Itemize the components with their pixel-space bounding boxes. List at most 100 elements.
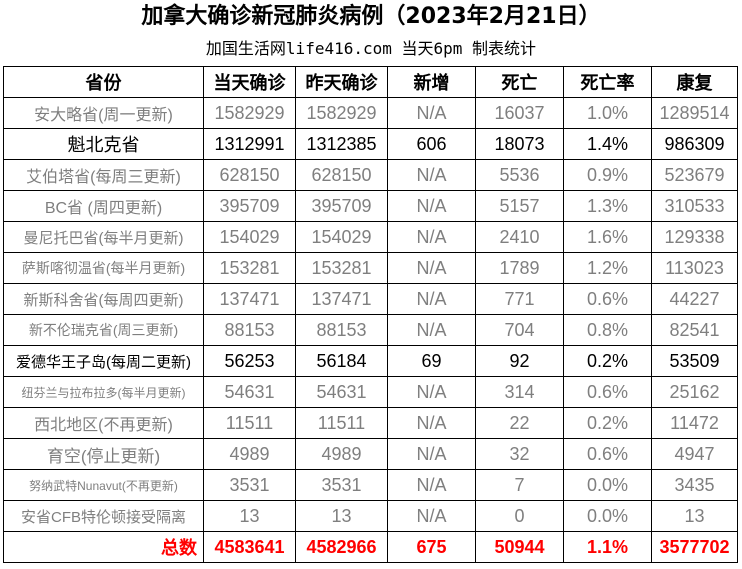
deaths-cell: 5536: [475, 159, 564, 191]
yesterday-cell: 3531: [295, 469, 388, 501]
total-label: 总数: [3, 531, 204, 563]
province-cell: 新斯科舍省(每周四更新): [3, 283, 204, 315]
new-cell: N/A: [387, 376, 476, 408]
today-cell: 1582929: [203, 97, 296, 129]
column-header-death-rate: 死亡率: [563, 66, 652, 98]
total-deaths-cell: 50944: [475, 531, 564, 563]
deaths-cell: 704: [475, 314, 564, 346]
province-cell: 新不伦瑞克省(周三更新): [3, 314, 204, 346]
recovered-cell: 82541: [651, 314, 738, 346]
new-cell: N/A: [387, 469, 476, 501]
recovered-cell: 53509: [651, 345, 738, 377]
table-row: 安省CFB特伦顿接受隔离 13 13 N/A 0 0.0% 13: [3, 500, 738, 532]
recovered-cell: 44227: [651, 283, 738, 315]
today-cell: 4989: [203, 438, 296, 470]
recovered-cell: 11472: [651, 407, 738, 439]
deaths-cell: 16037: [475, 97, 564, 129]
table-row: 新斯科舍省(每周四更新) 137471 137471 N/A 771 0.6% …: [3, 283, 738, 315]
deaths-cell: 7: [475, 469, 564, 501]
table-header-row: 省份 当天确诊 昨天确诊 新增 死亡 死亡率 康复: [3, 66, 738, 98]
rate-cell: 1.2%: [563, 252, 652, 284]
table-row: 安大略省(周一更新) 1582929 1582929 N/A 16037 1.0…: [3, 97, 738, 129]
new-cell: N/A: [387, 190, 476, 222]
column-header-recovered: 康复: [651, 66, 738, 98]
recovered-cell: 129338: [651, 221, 738, 253]
yesterday-cell: 56184: [295, 345, 388, 377]
today-cell: 137471: [203, 283, 296, 315]
yesterday-cell: 137471: [295, 283, 388, 315]
rate-cell: 1.0%: [563, 97, 652, 129]
rate-cell: 0.6%: [563, 438, 652, 470]
rate-cell: 0.6%: [563, 283, 652, 315]
new-cell: N/A: [387, 314, 476, 346]
today-cell: 3531: [203, 469, 296, 501]
new-cell: N/A: [387, 407, 476, 439]
deaths-cell: 0: [475, 500, 564, 532]
rate-cell: 0.0%: [563, 469, 652, 501]
table-row: 萨斯喀彻温省(每半月更新) 153281 153281 N/A 1789 1.2…: [3, 252, 738, 284]
province-cell: 纽芬兰与拉布拉多(每半月更新): [3, 376, 204, 408]
today-cell: 54631: [203, 376, 296, 408]
rate-cell: 0.9%: [563, 159, 652, 191]
rate-cell: 1.6%: [563, 221, 652, 253]
total-today-cell: 4583641: [203, 531, 296, 563]
new-cell: N/A: [387, 283, 476, 315]
yesterday-cell: 4989: [295, 438, 388, 470]
today-cell: 11511: [203, 407, 296, 439]
deaths-cell: 1789: [475, 252, 564, 284]
today-cell: 1312991: [203, 128, 296, 160]
rate-cell: 0.8%: [563, 314, 652, 346]
province-cell: 艾伯塔省(每周三更新): [3, 159, 204, 191]
rate-cell: 0.6%: [563, 376, 652, 408]
total-rate-cell: 1.1%: [563, 531, 652, 563]
rate-cell: 1.4%: [563, 128, 652, 160]
today-cell: 154029: [203, 221, 296, 253]
total-row: 总数 4583641 4582966 675 50944 1.1% 357770…: [3, 531, 738, 563]
table-row: 曼尼托巴省(每半月更新) 154029 154029 N/A 2410 1.6%…: [3, 221, 738, 253]
new-cell: N/A: [387, 221, 476, 253]
new-cell: N/A: [387, 438, 476, 470]
today-cell: 153281: [203, 252, 296, 284]
column-header-new: 新增: [387, 66, 476, 98]
recovered-cell: 4947: [651, 438, 738, 470]
table-row: BC省 (周四更新) 395709 395709 N/A 5157 1.3% 3…: [3, 190, 738, 222]
yesterday-cell: 13: [295, 500, 388, 532]
yesterday-cell: 1312385: [295, 128, 388, 160]
today-cell: 628150: [203, 159, 296, 191]
yesterday-cell: 628150: [295, 159, 388, 191]
recovered-cell: 3435: [651, 469, 738, 501]
table-row: 育空(停止更新) 4989 4989 N/A 32 0.6% 4947: [3, 438, 738, 470]
province-cell: 萨斯喀彻温省(每半月更新): [3, 252, 204, 284]
province-cell: BC省 (周四更新): [3, 190, 204, 222]
deaths-cell: 5157: [475, 190, 564, 222]
column-header-deaths: 死亡: [475, 66, 564, 98]
rate-cell: 0.2%: [563, 345, 652, 377]
table-row: 西北地区(不再更新) 11511 11511 N/A 22 0.2% 11472: [3, 407, 738, 439]
total-new-cell: 675: [387, 531, 476, 563]
yesterday-cell: 88153: [295, 314, 388, 346]
total-yesterday-cell: 4582966: [295, 531, 388, 563]
today-cell: 88153: [203, 314, 296, 346]
yesterday-cell: 395709: [295, 190, 388, 222]
recovered-cell: 25162: [651, 376, 738, 408]
recovered-cell: 113023: [651, 252, 738, 284]
province-cell: 西北地区(不再更新): [3, 407, 204, 439]
yesterday-cell: 154029: [295, 221, 388, 253]
recovered-cell: 986309: [651, 128, 738, 160]
table-row: 艾伯塔省(每周三更新) 628150 628150 N/A 5536 0.9% …: [3, 159, 738, 191]
yesterday-cell: 153281: [295, 252, 388, 284]
deaths-cell: 22: [475, 407, 564, 439]
deaths-cell: 92: [475, 345, 564, 377]
table-row: 纽芬兰与拉布拉多(每半月更新) 54631 54631 N/A 314 0.6%…: [3, 376, 738, 408]
today-cell: 56253: [203, 345, 296, 377]
table-row: 魁北克省 1312991 1312385 606 18073 1.4% 9863…: [3, 128, 738, 160]
table-row: 新不伦瑞克省(周三更新) 88153 88153 N/A 704 0.8% 82…: [3, 314, 738, 346]
province-cell: 魁北克省: [3, 128, 204, 160]
yesterday-cell: 11511: [295, 407, 388, 439]
deaths-cell: 32: [475, 438, 564, 470]
column-header-yesterday: 昨天确诊: [295, 66, 388, 98]
yesterday-cell: 1582929: [295, 97, 388, 129]
new-cell: N/A: [387, 159, 476, 191]
deaths-cell: 2410: [475, 221, 564, 253]
table-row: 爱德华王子岛(每周二更新) 56253 56184 69 92 0.2% 535…: [3, 345, 738, 377]
